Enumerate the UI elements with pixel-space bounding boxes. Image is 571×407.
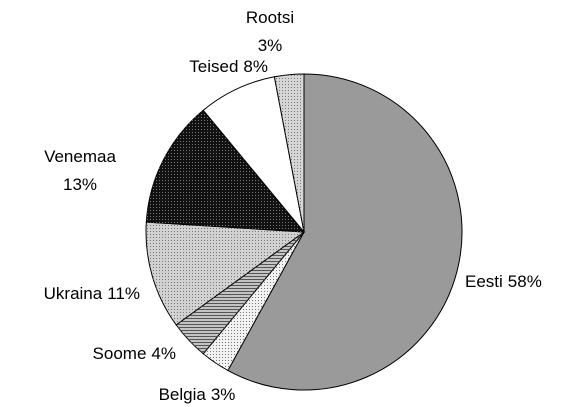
category-label: Ukraina — [44, 284, 103, 303]
value-label: 3% — [211, 385, 236, 404]
category-label: Rootsi — [246, 8, 294, 27]
value-label: 4% — [151, 344, 176, 363]
slice-label: Belgia 3% — [159, 385, 236, 404]
value-label: 13% — [63, 175, 97, 194]
value-label: 3% — [258, 36, 283, 55]
slice-label: Venemaa 13% — [44, 147, 116, 194]
category-label: Eesti — [465, 272, 503, 291]
slice-label: Soome 4% — [93, 344, 176, 363]
slice-label: Teised 8% — [189, 57, 268, 76]
slice-label: Ukraina 11% — [44, 284, 140, 303]
value-label: 11% — [107, 284, 140, 303]
category-label: Venemaa — [44, 147, 116, 166]
slice-label: Eesti 58% — [465, 272, 542, 291]
value-label: 8% — [243, 57, 268, 76]
category-label: Soome — [93, 344, 147, 363]
slice-label: Rootsi 3% — [246, 8, 294, 55]
category-label: Teised — [189, 57, 238, 76]
value-label: 58% — [508, 272, 542, 291]
category-label: Belgia — [159, 385, 207, 404]
